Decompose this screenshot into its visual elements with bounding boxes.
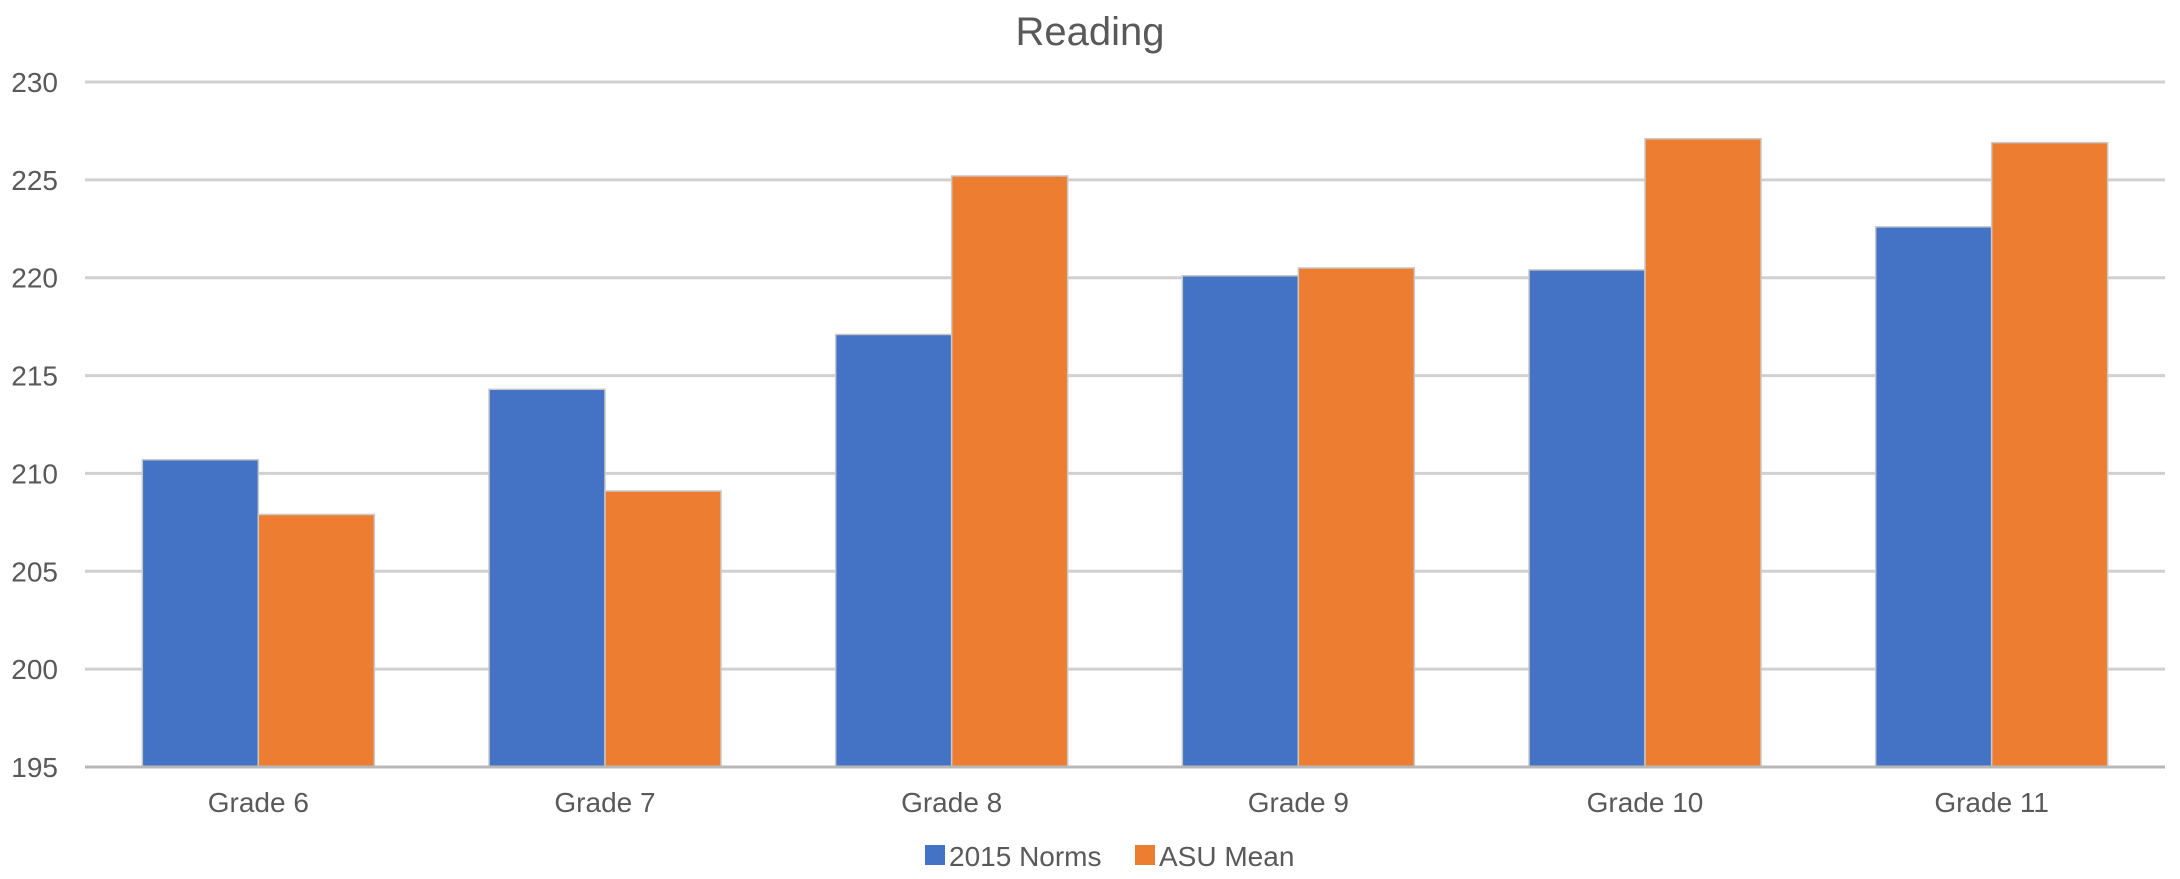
legend: 2015 Norms ASU Mean: [925, 841, 1294, 872]
bar-norms: [1528, 269, 1646, 768]
y-tick-label: 220: [11, 263, 58, 294]
bar-asu-mean: [1990, 141, 2109, 768]
chart-title: Reading: [1015, 10, 1164, 54]
bar-norms: [1181, 275, 1300, 768]
bars: [141, 138, 2109, 768]
bar-asu-mean: [950, 175, 1069, 768]
x-tick-label: Grade 10: [1587, 787, 1704, 818]
bar-norms: [1874, 226, 1993, 768]
x-axis-ticks: Grade 6 Grade 7 Grade 8 Grade 9 Grade 10 Grad…: [208, 787, 2049, 818]
x-tick-label: Grade 6: [208, 787, 309, 818]
x-tick-label: Grade 11: [1934, 787, 2049, 818]
legend-label: ASU Mean: [1159, 841, 1294, 872]
y-axis-ticks: 195 200 205 210 215 220 225 230: [11, 67, 58, 783]
y-tick-label: 205: [11, 556, 58, 587]
legend-label: 2015 Norms: [949, 841, 1102, 872]
y-tick-label: 225: [11, 165, 58, 196]
legend-swatch: [925, 845, 945, 865]
y-tick-label: 200: [11, 654, 58, 685]
x-tick-label: Grade 9: [1248, 787, 1349, 818]
bar-norms: [488, 388, 606, 768]
bar-asu-mean: [604, 490, 722, 768]
gridlines: [85, 80, 2165, 671]
x-tick-label: Grade 7: [554, 787, 655, 818]
y-tick-label: 215: [11, 361, 58, 392]
bar-norms: [141, 458, 260, 768]
bar-asu-mean: [1297, 267, 1416, 768]
y-tick-label: 230: [11, 67, 58, 98]
legend-swatch: [1135, 845, 1155, 865]
y-tick-label: 195: [11, 752, 58, 783]
bar-norms: [834, 333, 953, 768]
bar-asu-mean: [1644, 138, 1762, 768]
x-tick-label: Grade 8: [901, 787, 1002, 818]
bar-asu-mean: [257, 513, 376, 768]
y-tick-label: 210: [11, 458, 58, 489]
